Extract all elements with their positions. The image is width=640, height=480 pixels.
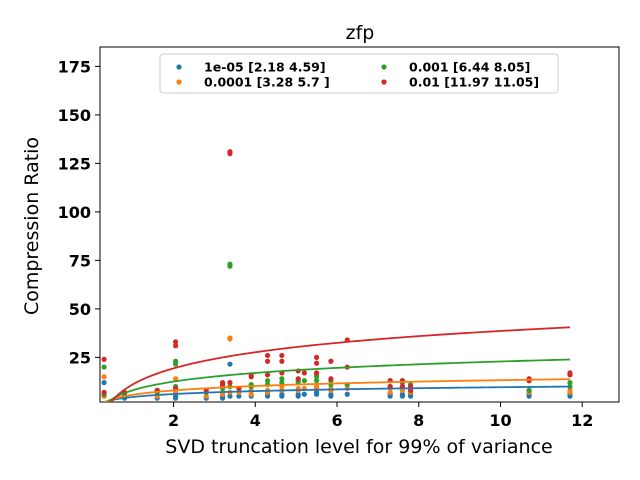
data-point bbox=[264, 352, 271, 359]
data-point bbox=[264, 378, 271, 384]
data-point bbox=[301, 370, 307, 376]
x-axis-title: SVD truncation level for 99% of variance bbox=[165, 436, 552, 458]
legend-label: 0.01 [11.97 11.05] bbox=[409, 75, 539, 90]
data-point bbox=[399, 391, 406, 397]
y-tick-label: 50 bbox=[69, 300, 91, 319]
legend-label: 1e-05 [2.18 4.59] bbox=[204, 60, 326, 75]
data-point bbox=[567, 380, 573, 386]
plot-area: 2 4 6 8 10 12 25 50 75 100 125 150 175 bbox=[58, 46, 620, 430]
series-2-points bbox=[101, 261, 573, 397]
x-tick-label: 2 bbox=[168, 411, 179, 430]
data-point bbox=[227, 361, 233, 367]
data-point bbox=[313, 378, 320, 384]
legend-marker bbox=[176, 64, 182, 70]
data-point bbox=[173, 395, 179, 401]
x-tick-label: 12 bbox=[571, 411, 593, 430]
data-point bbox=[101, 356, 107, 362]
chart-title: zfp bbox=[346, 22, 375, 44]
data-point bbox=[248, 391, 254, 397]
data-point bbox=[227, 151, 233, 157]
data-point bbox=[173, 343, 179, 349]
x-tick-label: 6 bbox=[331, 411, 342, 430]
legend-marker bbox=[381, 64, 387, 70]
data-point bbox=[264, 358, 271, 364]
plot-frame bbox=[99, 46, 620, 403]
legend-box bbox=[159, 53, 559, 94]
data-point bbox=[279, 391, 285, 397]
y-tick-label: 125 bbox=[58, 154, 91, 173]
data-point bbox=[101, 374, 107, 380]
data-point bbox=[295, 391, 301, 397]
legend-label: 0.001 [6.44 8.05] bbox=[409, 60, 530, 75]
data-point bbox=[236, 393, 242, 399]
data-point bbox=[567, 383, 573, 390]
data-point bbox=[227, 393, 233, 399]
series-3-points bbox=[101, 149, 573, 395]
y-tick-label: 25 bbox=[69, 348, 91, 367]
data-point bbox=[264, 372, 271, 378]
data-point bbox=[173, 361, 179, 367]
x-tick-label: 4 bbox=[250, 411, 261, 430]
fit-curve-series-0 bbox=[103, 385, 570, 402]
y-tick-label: 175 bbox=[58, 57, 91, 76]
y-tick-label: 100 bbox=[58, 203, 91, 222]
legend-marker bbox=[176, 79, 182, 85]
data-point bbox=[301, 391, 307, 397]
data-point bbox=[328, 376, 334, 382]
data-layer bbox=[101, 149, 573, 402]
data-point bbox=[313, 383, 320, 390]
data-point bbox=[279, 358, 285, 364]
fit-curve-series-3 bbox=[109, 326, 571, 402]
legend-marker bbox=[381, 79, 387, 85]
data-point bbox=[344, 391, 350, 397]
x-tick-label: 10 bbox=[489, 411, 511, 430]
data-point bbox=[173, 376, 179, 382]
data-point bbox=[227, 336, 233, 342]
fit-curve-series-2 bbox=[106, 358, 570, 402]
data-point bbox=[101, 389, 107, 395]
legend-label: 0.0001 [3.28 5.7 ] bbox=[204, 75, 330, 90]
data-point bbox=[279, 376, 285, 382]
data-point bbox=[301, 378, 307, 384]
data-point bbox=[313, 370, 320, 376]
data-point bbox=[387, 389, 393, 395]
data-point bbox=[227, 380, 233, 386]
data-point bbox=[328, 358, 334, 364]
y-tick-label: 150 bbox=[58, 106, 91, 125]
data-point bbox=[567, 372, 573, 378]
data-point bbox=[526, 387, 532, 393]
data-point bbox=[227, 263, 233, 269]
data-point bbox=[173, 339, 179, 345]
data-point bbox=[279, 380, 285, 386]
data-point bbox=[203, 393, 209, 399]
data-point bbox=[295, 376, 301, 382]
y-tick-label: 75 bbox=[69, 251, 91, 270]
data-point bbox=[313, 389, 320, 395]
fit-curve-series-1 bbox=[103, 378, 570, 402]
data-point bbox=[313, 354, 320, 360]
data-point bbox=[567, 387, 573, 393]
data-point bbox=[101, 380, 107, 386]
x-tick-label: 8 bbox=[413, 411, 424, 430]
data-point bbox=[328, 391, 334, 397]
data-point bbox=[219, 380, 226, 386]
data-point bbox=[313, 360, 320, 366]
data-point bbox=[279, 352, 285, 359]
series-0-points bbox=[101, 361, 573, 401]
data-point bbox=[101, 364, 107, 370]
y-axis-title: Compression Ratio bbox=[21, 137, 43, 315]
legend: 1e-05 [2.18 4.59]0.0001 [3.28 5.7 ] 0.001… bbox=[159, 53, 559, 94]
